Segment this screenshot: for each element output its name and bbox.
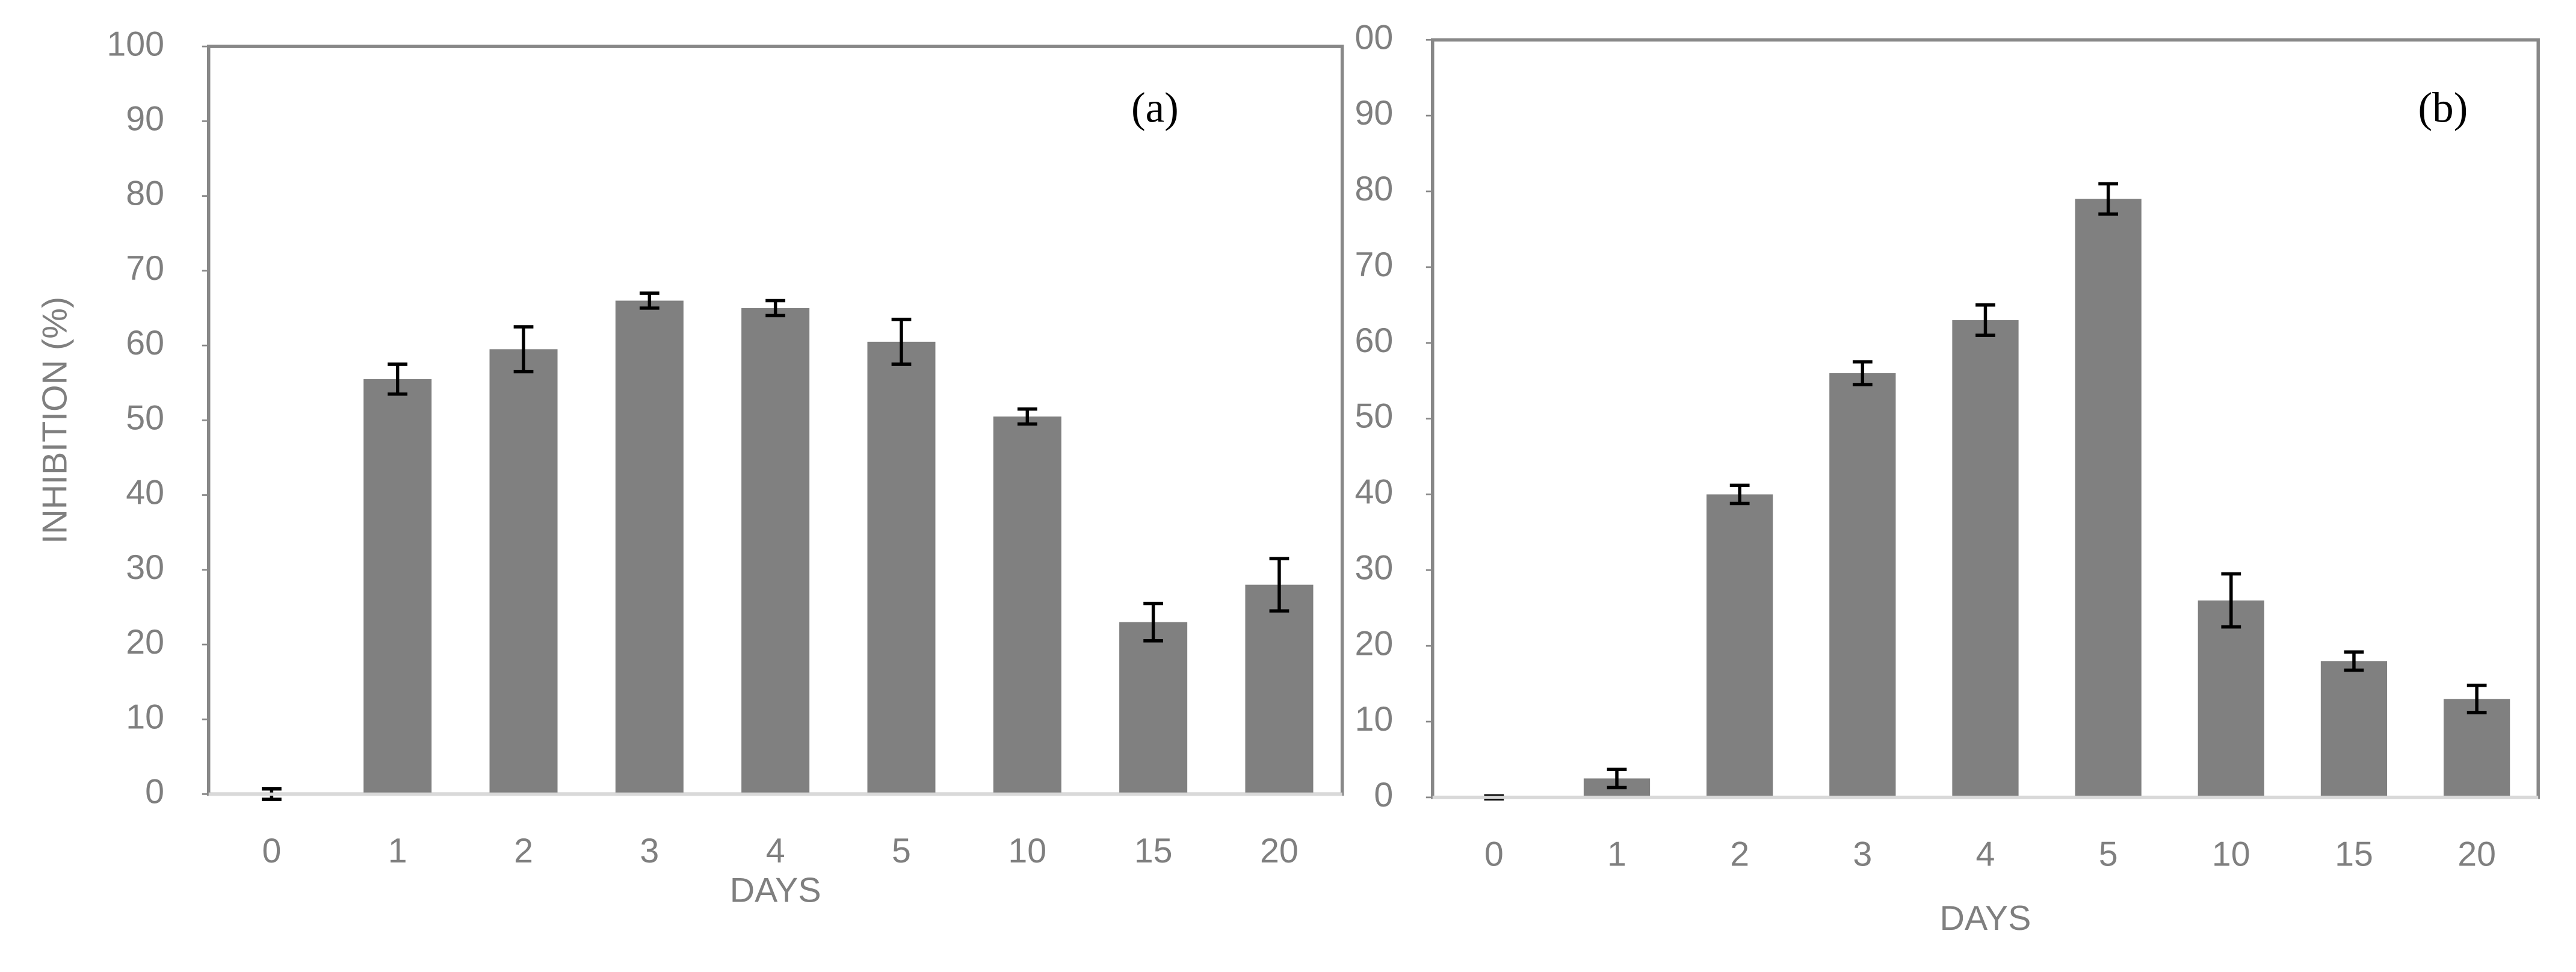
x-tick-label: 4 xyxy=(1976,835,1995,873)
x-tick-label: 4 xyxy=(766,832,785,870)
x-tick-label: 5 xyxy=(2099,835,2118,873)
y-tick-label: 70 xyxy=(1354,246,1393,284)
x-tick-label: 1 xyxy=(1607,835,1626,873)
error-bar xyxy=(1017,407,1037,426)
y-tick-label: 90 xyxy=(1354,94,1393,132)
bar xyxy=(615,300,684,794)
y-tick-label: 50 xyxy=(1354,397,1393,436)
x-tick-label: 3 xyxy=(1853,835,1872,873)
bar xyxy=(2320,661,2388,797)
y-tick-label: 60 xyxy=(1354,321,1393,360)
x-tick-label: 10 xyxy=(2212,835,2250,873)
y-tick-label: 30 xyxy=(126,548,164,587)
y-tick-label: 30 xyxy=(1354,548,1393,587)
y-tick-label: 90 xyxy=(126,100,164,138)
bar xyxy=(993,416,1061,794)
error-bar xyxy=(513,325,534,374)
y-tick-label: 50 xyxy=(126,398,164,437)
error-bar xyxy=(1269,557,1290,613)
bar xyxy=(363,379,432,794)
x-tick-label: 20 xyxy=(2457,835,2496,873)
bar xyxy=(741,308,810,794)
x-axis-label: DAYS xyxy=(1940,899,2031,938)
annotation: (b) xyxy=(2418,85,2468,132)
error-bar xyxy=(2098,182,2119,216)
bar xyxy=(2075,199,2142,797)
y-axis-label: INHIBITION (%) xyxy=(36,297,75,544)
y-tick-label: 10 xyxy=(1354,700,1393,738)
y-tick-label: 80 xyxy=(126,175,164,213)
x-tick-label: 0 xyxy=(262,832,281,870)
x-tick-label: 15 xyxy=(1134,832,1173,870)
bar xyxy=(489,349,558,794)
error-bar xyxy=(639,291,659,310)
error-bar xyxy=(765,299,786,318)
y-tick-label: 40 xyxy=(126,474,164,512)
bar xyxy=(2198,600,2264,797)
error-bar xyxy=(388,362,408,396)
y-tick-label: 70 xyxy=(126,249,164,288)
x-tick-label: 1 xyxy=(388,832,407,870)
bar xyxy=(1245,584,1314,794)
x-tick-label: 5 xyxy=(892,832,911,870)
bar xyxy=(867,341,936,794)
error-bar xyxy=(1607,767,1627,790)
x-tick-label: 2 xyxy=(1730,835,1749,873)
error-bar xyxy=(2221,572,2241,629)
error-bar xyxy=(1143,601,1164,643)
error-bar xyxy=(1975,303,1995,337)
bar xyxy=(1707,494,1773,797)
bar xyxy=(2444,699,2510,797)
bar xyxy=(1119,622,1188,794)
y-tick-label: 10 xyxy=(126,698,164,736)
bar xyxy=(1829,373,1896,797)
y-tick-label: 0 xyxy=(1374,776,1393,814)
x-tick-label: 15 xyxy=(2335,835,2373,873)
annotation: (a) xyxy=(1131,85,1179,132)
y-tick-label: 100 xyxy=(107,25,164,63)
error-bar xyxy=(2466,683,2487,714)
x-tick-label: 20 xyxy=(1260,832,1299,870)
y-tick-label: 40 xyxy=(1354,473,1393,512)
y-tick-label: 00 xyxy=(1354,18,1393,57)
y-tick-label: 80 xyxy=(1354,170,1393,208)
error-bar xyxy=(2344,650,2364,672)
x-tick-label: 10 xyxy=(1008,832,1046,870)
bar xyxy=(1952,320,2019,797)
x-axis-label: DAYS xyxy=(730,871,821,909)
y-tick-label: 20 xyxy=(1354,624,1393,663)
y-tick-label: 60 xyxy=(126,324,164,362)
x-tick-label: 2 xyxy=(514,832,533,870)
error-bar xyxy=(1729,483,1750,506)
x-tick-label: 0 xyxy=(1484,835,1504,873)
error-bar xyxy=(1852,360,1873,386)
error-bar xyxy=(891,317,912,366)
y-tick-label: 0 xyxy=(145,773,164,811)
y-tick-label: 20 xyxy=(126,623,164,661)
x-tick-label: 3 xyxy=(640,832,659,870)
